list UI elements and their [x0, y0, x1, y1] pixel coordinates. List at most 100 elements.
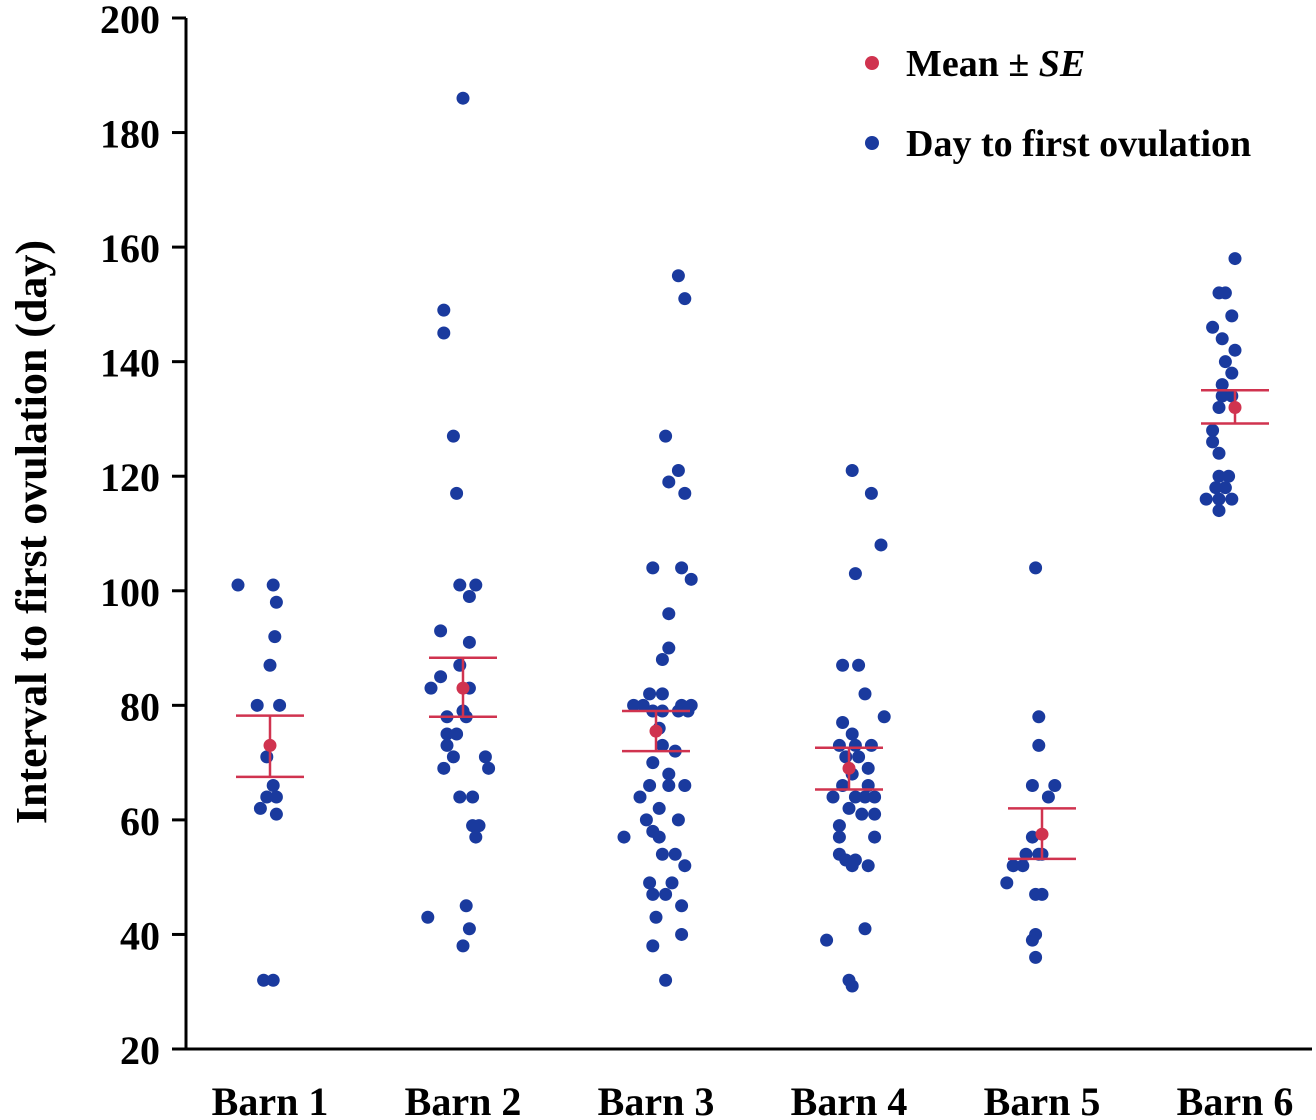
data-point-barn1-14 — [257, 973, 271, 987]
data-point-barn1-9 — [266, 779, 280, 793]
data-point-barn5-18 — [1029, 950, 1043, 964]
data-point-barn6-24 — [1212, 504, 1226, 518]
data-point-barn1-12 — [253, 801, 267, 815]
data-point-barn3-12 — [655, 653, 669, 667]
x-tick-label-6: Barn 6 — [1177, 1079, 1294, 1120]
data-point-barn4-36 — [820, 933, 834, 947]
data-point-barn2-18 — [440, 727, 454, 741]
data-point-barn2-2 — [437, 303, 451, 317]
data-point-barn4-26 — [868, 807, 882, 821]
x-tick-label-5: Barn 5 — [984, 1079, 1101, 1120]
mean-point-barn1 — [263, 738, 277, 752]
data-point-barn1-10 — [269, 790, 283, 804]
data-point-barn2-29 — [469, 830, 483, 844]
data-point-barn4-28 — [832, 830, 846, 844]
data-point-barn3-26 — [646, 756, 660, 770]
data-point-barn3-28 — [643, 779, 657, 793]
y-tick-label-40: 40 — [120, 913, 160, 958]
data-point-barn2-22 — [478, 750, 492, 764]
data-point-barn3-24 — [655, 738, 669, 752]
data-point-barn3-15 — [627, 698, 641, 712]
data-point-barn4-9 — [836, 716, 850, 730]
data-point-barn1-11 — [260, 790, 274, 804]
data-point-barn4-7 — [858, 687, 872, 701]
legend-label-1: Mean ± SE — [906, 43, 1085, 85]
data-point-barn4-24 — [842, 801, 856, 815]
data-point-barn4-27 — [832, 819, 846, 833]
data-point-barn3-39 — [668, 847, 682, 861]
data-point-barn3-14 — [655, 687, 669, 701]
y-tick-label-160: 160 — [100, 226, 160, 271]
data-point-barn6-19 — [1209, 481, 1223, 495]
data-point-barn4-3 — [874, 538, 888, 552]
data-point-barn3-2 — [678, 292, 692, 306]
data-point-barn3-48 — [646, 939, 660, 953]
data-point-barn3-32 — [652, 801, 666, 815]
data-point-barn1-7 — [273, 698, 287, 712]
data-point-barn4-34 — [845, 859, 859, 873]
data-point-barn4-5 — [836, 658, 850, 672]
data-point-barn5-15 — [1035, 887, 1049, 901]
legend-label-2: Day to first ovulation — [906, 123, 1251, 165]
data-point-barn4-4 — [848, 567, 862, 581]
data-point-barn2-31 — [459, 899, 473, 913]
data-point-barn2-25 — [453, 790, 467, 804]
data-point-barn6-17 — [1212, 469, 1226, 483]
data-point-barn4-2 — [864, 486, 878, 500]
data-point-barn3-29 — [662, 779, 676, 793]
legend-marker-1 — [865, 56, 879, 70]
data-point-barn4-22 — [858, 790, 872, 804]
data-point-barn3-46 — [649, 910, 663, 924]
data-point-barn3-45 — [675, 899, 689, 913]
data-point-barn5-12 — [1016, 859, 1030, 873]
data-point-barn3-6 — [678, 486, 692, 500]
data-point-barn5-6 — [1041, 790, 1055, 804]
data-point-barn4-10 — [845, 727, 859, 741]
data-point-barn2-13 — [424, 681, 438, 695]
mean-point-barn6 — [1228, 400, 1242, 414]
data-point-barn2-32 — [462, 922, 476, 936]
data-point-barn6-13 — [1212, 400, 1226, 414]
data-point-barn2-4 — [446, 429, 460, 443]
y-tick-label-60: 60 — [120, 799, 160, 844]
data-point-barn4-21 — [848, 790, 862, 804]
data-point-barn2-7 — [469, 578, 483, 592]
data-point-barn5-11 — [1006, 859, 1020, 873]
data-point-barn2-19 — [450, 727, 464, 741]
data-point-barn2-9 — [462, 635, 476, 649]
legend-marker-2 — [865, 136, 879, 150]
data-point-barn2-10 — [434, 624, 448, 638]
data-point-barn3-43 — [646, 887, 660, 901]
data-point-barn1-3 — [269, 595, 283, 609]
data-point-barn2-23 — [437, 761, 451, 775]
data-point-barn3-33 — [639, 813, 653, 827]
x-tick-label-4: Barn 4 — [791, 1079, 908, 1120]
data-point-barn3-38 — [655, 847, 669, 861]
data-point-barn2-8 — [462, 590, 476, 604]
data-point-barn2-5 — [450, 486, 464, 500]
data-point-barn3-9 — [684, 572, 698, 586]
data-point-barn3-16 — [636, 698, 650, 712]
data-point-barn6-9 — [1225, 366, 1239, 380]
data-point-barn5-13 — [1000, 876, 1014, 890]
data-point-barn3-7 — [646, 561, 660, 575]
mean-point-barn3 — [649, 724, 663, 738]
data-point-barn3-30 — [678, 779, 692, 793]
data-point-barn3-42 — [665, 876, 679, 890]
legend-label-1-main: Mean ± — [906, 43, 1039, 85]
data-point-barn3-49 — [659, 973, 673, 987]
data-point-barn3-37 — [652, 830, 666, 844]
data-point-barn6-7 — [1228, 343, 1242, 357]
data-point-barn6-3 — [1218, 286, 1232, 300]
data-point-barn4-8 — [877, 710, 891, 724]
data-point-barn4-11 — [832, 738, 846, 752]
data-point-barn1-4 — [268, 630, 282, 644]
data-point-barn4-15 — [852, 750, 866, 764]
data-point-barn6-21 — [1199, 492, 1213, 506]
data-point-barn6-20 — [1218, 481, 1232, 495]
data-point-barn2-1 — [456, 91, 470, 105]
data-point-barn1-5 — [263, 658, 277, 672]
data-point-barn2-30 — [421, 910, 435, 924]
data-point-barn6-22 — [1212, 492, 1226, 506]
data-point-barn2-11 — [453, 658, 467, 672]
